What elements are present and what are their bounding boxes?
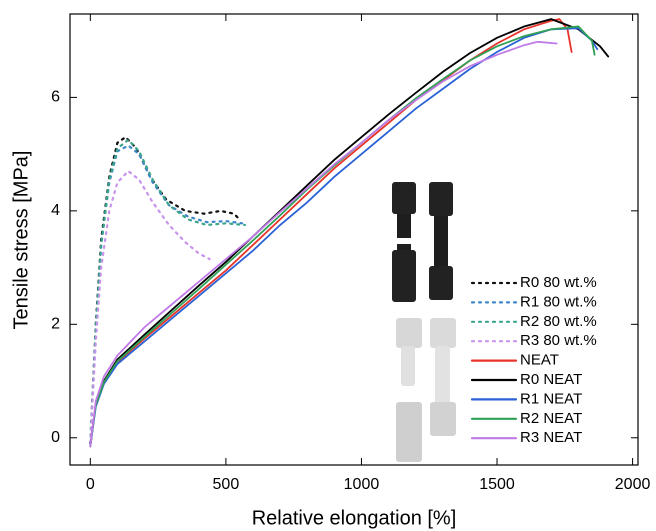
series-line (89, 27, 599, 448)
legend-label: R3 80 wt.% (520, 332, 597, 349)
x-tick-label: 1500 (479, 476, 515, 493)
legend-label: R1 80 wt.% (520, 293, 597, 310)
plot-frame (69, 13, 639, 466)
legend-label: NEAT (520, 352, 559, 369)
series-line (89, 138, 246, 445)
legend-label: R2 NEAT (520, 410, 582, 427)
series-line (89, 169, 211, 445)
x-axis-title: Relative elongation [%] (252, 507, 457, 529)
y-tick-label: 4 (51, 202, 60, 219)
series-line (89, 144, 244, 445)
y-axis-title: Tensile stress [MPa] (10, 151, 32, 330)
legend-label: R0 NEAT (520, 371, 582, 388)
y-tick-label: 2 (51, 316, 60, 333)
legend-label: R0 80 wt.% (520, 274, 597, 291)
x-tick-label: 2000 (615, 476, 651, 493)
y-tick-label: 6 (51, 89, 60, 106)
series-line (89, 40, 558, 448)
series-line (89, 18, 610, 448)
series-line (89, 135, 241, 445)
legend-label: R3 NEAT (520, 429, 582, 446)
series-line (89, 18, 573, 448)
specimen-photo (392, 182, 456, 462)
x-tick-label: 0 (86, 476, 95, 493)
legend-label: R1 NEAT (520, 390, 582, 407)
y-tick-label: 0 (51, 429, 60, 446)
x-tick-label: 500 (213, 476, 240, 493)
series-line (89, 25, 596, 448)
x-tick-label: 1000 (344, 476, 380, 493)
legend-label: R2 80 wt.% (520, 313, 597, 330)
